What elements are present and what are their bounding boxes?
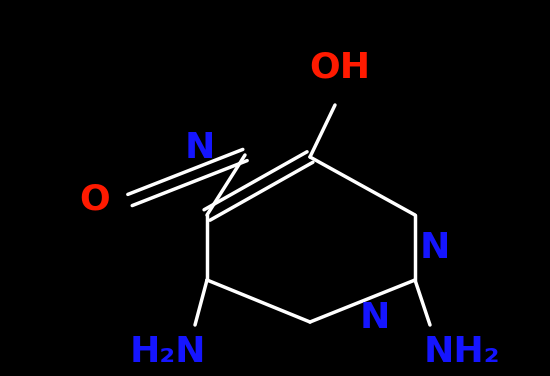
- Text: H₂N: H₂N: [130, 335, 206, 369]
- Text: OH: OH: [310, 51, 371, 85]
- Text: N: N: [420, 231, 450, 265]
- Text: N: N: [185, 131, 215, 165]
- Text: NH₂: NH₂: [424, 335, 500, 369]
- Text: O: O: [80, 183, 111, 217]
- Text: N: N: [360, 301, 390, 335]
